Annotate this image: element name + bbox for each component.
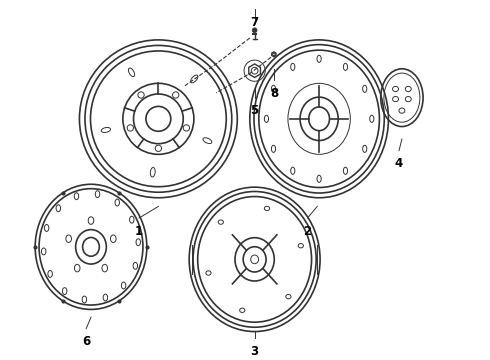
Text: 8: 8 (270, 87, 278, 100)
Text: 7: 7 (250, 16, 259, 29)
Circle shape (252, 28, 257, 33)
Text: 2: 2 (303, 225, 312, 238)
Text: 3: 3 (250, 345, 259, 358)
Text: 1: 1 (135, 225, 143, 238)
Text: 5: 5 (250, 104, 259, 117)
Text: 6: 6 (82, 336, 90, 348)
Text: 4: 4 (395, 157, 403, 170)
